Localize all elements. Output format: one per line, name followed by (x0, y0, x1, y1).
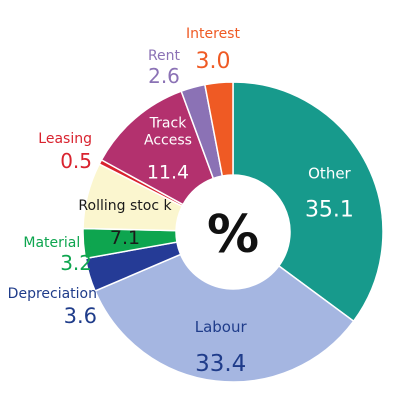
slice-value-interest: 3.0 (196, 49, 231, 74)
labels-layer: Other 35.1 Labour 33.4 Depreciation 3.6 Materi… (8, 26, 354, 377)
slice-label-depreciation: Depreciation (8, 286, 97, 302)
slice-label-other: Other (308, 164, 351, 182)
slice-value-rolling-stock: 7.1 (110, 227, 140, 249)
slice-label-track-access-2: Access (144, 133, 192, 149)
donut-hole (176, 175, 290, 289)
slice-label-rent: Rent (148, 48, 181, 64)
slice-value-track-access: 11.4 (147, 162, 189, 184)
slice-label-labour: Labour (195, 318, 248, 336)
center-label: % (207, 205, 259, 265)
slice-value-rent: 2.6 (148, 64, 180, 88)
slice-label-leasing: Leasing (38, 131, 92, 147)
slice-other (232, 81, 384, 323)
slice-value-other: 35.1 (305, 197, 354, 222)
slices-layer (82, 81, 384, 383)
slice-label-track-access-1: Track (149, 116, 188, 132)
slice-value-leasing: 0.5 (60, 149, 92, 173)
slice-value-materials: 3.2 (60, 251, 92, 275)
slice-value-labour: 33.4 (195, 351, 246, 377)
slice-label-rolling-stock: Rolling stoc k (78, 198, 172, 214)
slice-label-interest: Interest (186, 26, 240, 42)
slice-label-materials: Material s (23, 235, 92, 251)
slice-value-depreciation: 3.6 (64, 304, 97, 328)
